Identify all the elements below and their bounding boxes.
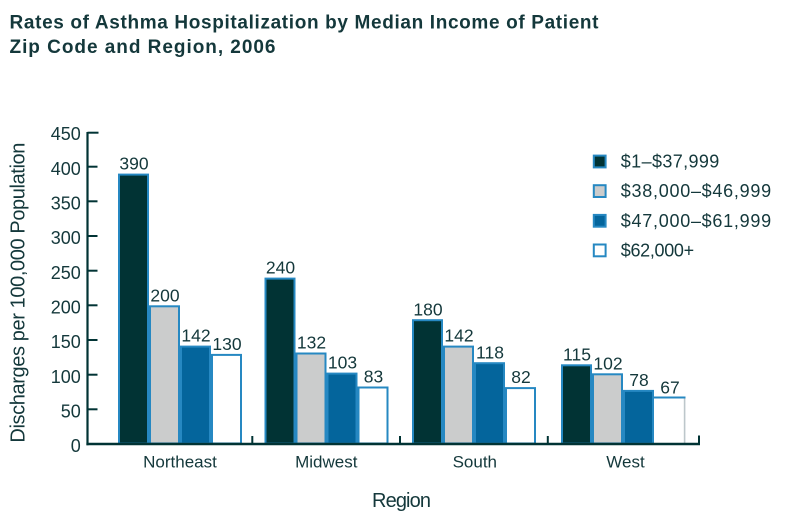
svg-text:$38,000–$46,999: $38,000–$46,999	[621, 181, 771, 201]
svg-text:0: 0	[71, 436, 81, 456]
svg-text:102: 102	[593, 353, 622, 373]
svg-text:115: 115	[563, 344, 591, 364]
svg-text:350: 350	[51, 194, 81, 214]
svg-text:Zip Code and Region, 2006: Zip Code and Region, 2006	[10, 37, 276, 58]
svg-text:Region: Region	[372, 490, 431, 512]
svg-text:130: 130	[212, 334, 241, 354]
svg-text:Discharges per 100,000 Populat: Discharges per 100,000 Population	[8, 143, 30, 443]
svg-text:180: 180	[413, 299, 442, 319]
svg-text:100: 100	[51, 367, 81, 387]
svg-text:400: 400	[51, 159, 81, 179]
svg-text:132: 132	[297, 333, 326, 353]
svg-text:142: 142	[444, 326, 473, 346]
svg-text:83: 83	[364, 367, 383, 387]
svg-text:$47,000–$61,999: $47,000–$61,999	[621, 211, 771, 231]
svg-text:Northeast: Northeast	[143, 453, 217, 472]
svg-text:West: West	[606, 453, 645, 472]
svg-text:78: 78	[629, 370, 648, 390]
svg-text:50: 50	[61, 402, 81, 422]
svg-text:390: 390	[119, 154, 148, 174]
svg-text:103: 103	[328, 353, 357, 373]
svg-text:$62,000+: $62,000+	[621, 241, 694, 261]
svg-text:$1–$37,999: $1–$37,999	[621, 152, 720, 172]
svg-text:Midwest: Midwest	[295, 453, 358, 472]
svg-text:150: 150	[51, 332, 81, 352]
svg-text:250: 250	[51, 263, 81, 283]
svg-text:300: 300	[51, 228, 81, 248]
svg-text:200: 200	[51, 298, 81, 318]
svg-text:118: 118	[476, 342, 504, 362]
svg-text:Rates of Asthma Hospitalizatio: Rates of Asthma Hospitalization by Media…	[10, 13, 600, 34]
svg-text:82: 82	[511, 367, 530, 387]
svg-text:450: 450	[51, 124, 81, 144]
svg-text:67: 67	[660, 378, 679, 398]
svg-text:200: 200	[150, 285, 179, 305]
svg-text:240: 240	[266, 258, 295, 278]
svg-text:142: 142	[181, 326, 210, 346]
svg-text:South: South	[453, 453, 497, 472]
